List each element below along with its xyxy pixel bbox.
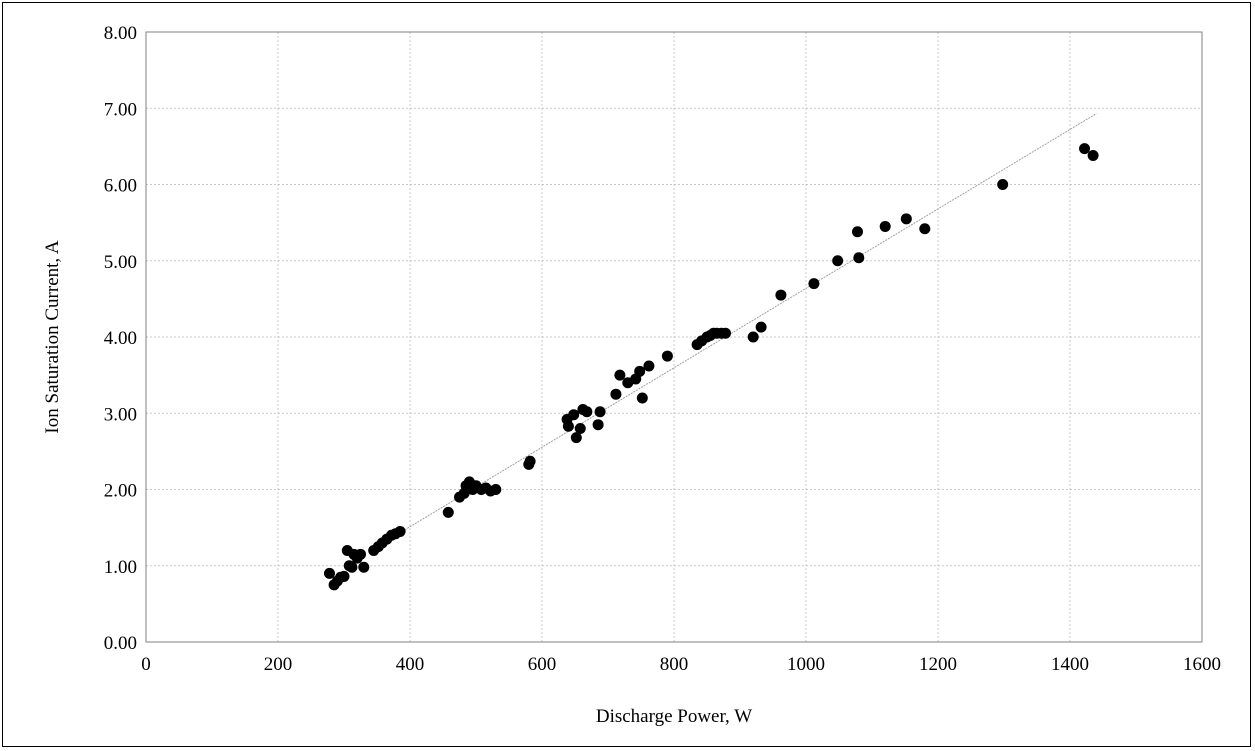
data-point: [610, 388, 622, 400]
data-point: [1087, 150, 1099, 162]
gridlines: [146, 32, 1202, 642]
x-tick-label: 400: [396, 654, 425, 675]
data-point: [900, 213, 912, 225]
data-point: [919, 223, 931, 235]
data-point: [594, 406, 606, 418]
y-axis-title: Ion Saturation Current, A: [42, 240, 63, 433]
y-tick-label: 4.00: [104, 328, 137, 349]
data-point: [614, 369, 626, 381]
data-point: [1079, 143, 1091, 155]
y-tick-label: 0.00: [104, 633, 137, 654]
x-tick-label: 0: [141, 654, 151, 675]
data-point: [808, 278, 820, 290]
data-point: [338, 570, 350, 582]
data-point: [775, 289, 787, 301]
y-tick-label: 7.00: [104, 99, 137, 120]
data-point: [661, 350, 673, 362]
data-point: [394, 525, 406, 537]
data-point: [719, 327, 731, 339]
data-point: [853, 252, 865, 264]
data-point: [355, 548, 366, 560]
x-tick-label: 600: [528, 654, 557, 675]
data-point: [568, 409, 580, 421]
data-point: [592, 419, 604, 431]
x-tick-label: 800: [660, 654, 689, 675]
data-point: [346, 561, 358, 573]
data-point: [524, 455, 536, 467]
y-tick-label: 1.00: [104, 557, 137, 578]
y-tick-label: 5.00: [104, 252, 137, 273]
x-tick-label: 1000: [787, 654, 825, 675]
data-point: [562, 420, 574, 432]
y-tick-label: 8.00: [104, 23, 137, 44]
y-tick-label: 2.00: [104, 481, 137, 502]
y-tick-label: 6.00: [104, 176, 137, 197]
data-point: [490, 484, 502, 495]
data-point: [747, 331, 759, 343]
trendline: [401, 113, 1097, 532]
data-point: [570, 432, 582, 444]
y-tick-label: 3.00: [104, 404, 137, 425]
data-point: [634, 365, 646, 377]
x-tick-label: 1200: [919, 654, 957, 675]
data-point: [832, 255, 844, 267]
data-point: [574, 423, 586, 434]
x-tick-label: 1600: [1183, 654, 1221, 675]
x-axis-title: Discharge Power, W: [596, 706, 752, 727]
x-tick-label: 200: [264, 654, 293, 675]
data-point: [997, 179, 1009, 190]
data-point: [636, 392, 648, 404]
x-tick-labels: 0 200 400 600 800 1000 1200 1400 1600: [141, 654, 1221, 675]
data-point: [442, 506, 454, 518]
data-point: [851, 226, 863, 238]
y-tick-labels: 0.00 1.00 2.00 3.00 4.00 5.00 6.00 7.00 8.00: [104, 23, 137, 654]
data-point: [755, 321, 767, 333]
x-tick-label: 1400: [1051, 654, 1089, 675]
data-point: [879, 220, 891, 232]
data-point: [358, 561, 370, 573]
data-point: [581, 406, 593, 418]
data-point: [643, 360, 655, 372]
data-point: [323, 567, 335, 579]
data-points: [323, 143, 1099, 591]
plot-border: [145, 31, 1203, 643]
